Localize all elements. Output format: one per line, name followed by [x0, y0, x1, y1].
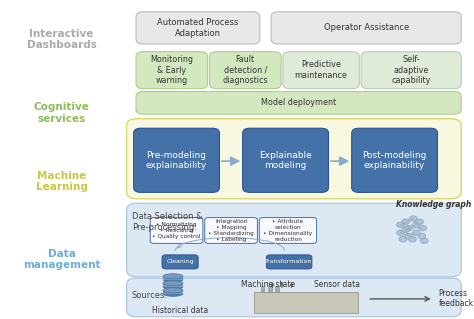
FancyBboxPatch shape [127, 278, 461, 317]
FancyBboxPatch shape [266, 255, 312, 269]
FancyBboxPatch shape [254, 292, 358, 313]
Circle shape [402, 227, 410, 232]
Circle shape [420, 238, 428, 243]
Circle shape [397, 222, 404, 227]
Circle shape [418, 234, 426, 239]
Text: Machine state: Machine state [241, 280, 295, 289]
Text: Machine
Learning: Machine Learning [36, 171, 88, 192]
Text: Model deployment: Model deployment [261, 98, 336, 108]
FancyBboxPatch shape [163, 290, 183, 294]
FancyBboxPatch shape [210, 52, 281, 89]
Text: Monitoring
& Early
warning: Monitoring & Early warning [150, 55, 193, 85]
Text: Pre-modeling
explainability: Pre-modeling explainability [146, 151, 207, 170]
Text: Historical data: Historical data [152, 306, 208, 315]
FancyBboxPatch shape [162, 255, 198, 269]
Text: Predictive
maintenance: Predictive maintenance [295, 61, 347, 80]
Text: Transformation: Transformation [265, 259, 313, 264]
Ellipse shape [163, 274, 183, 279]
Circle shape [397, 230, 404, 235]
FancyBboxPatch shape [283, 52, 359, 89]
FancyBboxPatch shape [127, 203, 461, 277]
Circle shape [410, 216, 417, 221]
Text: Cleaning: Cleaning [166, 259, 194, 264]
Circle shape [402, 219, 410, 224]
Circle shape [405, 234, 412, 239]
FancyBboxPatch shape [134, 128, 219, 192]
Ellipse shape [163, 284, 183, 289]
Text: Explainable
modeling: Explainable modeling [259, 151, 312, 170]
Text: Post-modeling
explainability: Post-modeling explainability [363, 151, 427, 170]
Ellipse shape [163, 288, 183, 293]
FancyBboxPatch shape [136, 52, 208, 89]
FancyBboxPatch shape [352, 128, 438, 192]
Text: Cognitive
services: Cognitive services [34, 102, 90, 124]
Text: Self-
adaptive
capability: Self- adaptive capability [392, 55, 431, 85]
Circle shape [412, 230, 420, 235]
Ellipse shape [163, 281, 183, 286]
Circle shape [409, 237, 416, 242]
Ellipse shape [163, 291, 183, 296]
Text: Sensor data: Sensor data [313, 280, 360, 289]
Circle shape [405, 226, 412, 231]
FancyBboxPatch shape [261, 286, 264, 292]
Circle shape [412, 222, 420, 227]
FancyBboxPatch shape [205, 218, 257, 243]
Text: Interactive
Dashboards: Interactive Dashboards [27, 29, 97, 50]
FancyBboxPatch shape [271, 12, 461, 44]
Text: Sources:: Sources: [132, 291, 168, 300]
Text: Data
management: Data management [23, 249, 100, 271]
Text: Knowledge graph: Knowledge graph [396, 200, 471, 209]
FancyBboxPatch shape [150, 218, 203, 243]
FancyBboxPatch shape [259, 218, 317, 243]
FancyBboxPatch shape [268, 286, 272, 292]
Text: • Normalizing
• Rescaling
• Quality control: • Normalizing • Rescaling • Quality cont… [152, 222, 201, 239]
Text: Operator Assistance: Operator Assistance [324, 23, 409, 33]
FancyBboxPatch shape [243, 128, 328, 192]
Text: • Attribute
selection
• Dimensionality
reduction: • Attribute selection • Dimensionality r… [264, 219, 312, 242]
FancyBboxPatch shape [136, 92, 461, 114]
FancyBboxPatch shape [127, 119, 461, 199]
FancyBboxPatch shape [275, 286, 279, 292]
FancyBboxPatch shape [136, 12, 260, 44]
Text: Fault
detection /
diagnostics: Fault detection / diagnostics [222, 55, 268, 85]
Text: Process
feedback: Process feedback [438, 289, 474, 308]
Circle shape [399, 237, 407, 242]
Ellipse shape [163, 277, 183, 282]
FancyBboxPatch shape [361, 52, 461, 89]
Circle shape [419, 226, 427, 231]
Text: Integration
• Mapping
• Standardizing
• Labeling: Integration • Mapping • Standardizing • … [208, 219, 254, 242]
FancyBboxPatch shape [163, 283, 183, 287]
FancyBboxPatch shape [163, 276, 183, 280]
Circle shape [416, 219, 423, 224]
Text: Data Selection &
Pre-processing:: Data Selection & Pre-processing: [132, 212, 202, 232]
Text: Automated Process
Adaptation: Automated Process Adaptation [157, 18, 238, 38]
